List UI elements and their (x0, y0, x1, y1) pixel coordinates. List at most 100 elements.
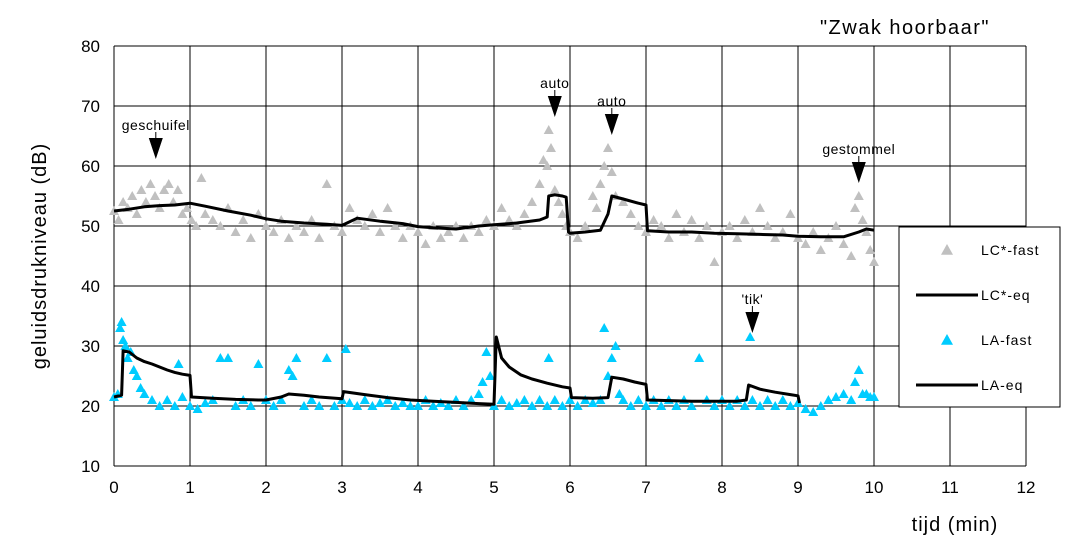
chart-title: "Zwak hoorbaar" (820, 17, 990, 39)
data-point (344, 398, 355, 407)
annotation-arrow (851, 162, 866, 183)
annotation-label: gestommel (822, 141, 895, 157)
data-point (831, 392, 841, 401)
annotations: geschuifel auto auto gestommel 'tik' (122, 75, 895, 333)
data-point (504, 401, 515, 410)
data-point (538, 155, 549, 164)
data-point (701, 221, 712, 230)
data-point (131, 371, 142, 380)
data-point (671, 209, 682, 218)
data-point (527, 401, 537, 410)
data-point (549, 395, 560, 404)
data-point (606, 353, 617, 362)
data-point (397, 398, 408, 407)
data-point (115, 323, 126, 332)
data-point (800, 404, 811, 413)
data-point (572, 401, 583, 410)
series-la-eq (113, 335, 801, 406)
data-point (405, 401, 416, 410)
data-point (542, 401, 553, 410)
data-point (656, 401, 667, 410)
data-point (543, 353, 554, 362)
data-point (306, 215, 317, 224)
data-point (686, 215, 697, 224)
data-point (443, 227, 454, 236)
data-point (496, 395, 507, 404)
data-point (519, 395, 530, 404)
data-point (694, 353, 705, 362)
data-point (245, 233, 256, 242)
annotation: auto (597, 93, 626, 135)
data-point (850, 377, 860, 386)
data-point (337, 227, 347, 236)
data-point (359, 395, 370, 404)
data-point (314, 233, 325, 242)
data-point (481, 215, 492, 224)
x-tick-label: 10 (865, 478, 884, 497)
data-point (553, 197, 564, 206)
data-point (694, 233, 705, 242)
data-point (709, 257, 720, 266)
legend-label: LA-eq (981, 377, 1023, 393)
annotation-label: geschuifel (122, 117, 190, 133)
data-point (215, 353, 226, 362)
data-point (543, 125, 554, 134)
data-point (135, 383, 146, 392)
x-tick-label: 12 (1017, 478, 1036, 497)
data-point (823, 395, 834, 404)
data-point (671, 401, 682, 410)
data-point (800, 239, 811, 248)
data-point (118, 197, 129, 206)
data-point (633, 221, 644, 230)
data-point (185, 401, 195, 410)
data-point (352, 401, 363, 410)
data-point (850, 203, 860, 212)
data-point (291, 353, 302, 362)
data-point (473, 227, 484, 236)
data-point (131, 209, 142, 218)
data-point (253, 359, 264, 368)
data-point (162, 395, 173, 404)
y-axis-title: geluidsdrukniveau (dB) (29, 143, 51, 370)
data-point (815, 401, 826, 410)
data-point (413, 401, 423, 410)
data-point (382, 395, 393, 404)
x-axis-title: tijd (min) (912, 514, 999, 536)
data-point (572, 233, 583, 242)
data-point (565, 395, 575, 404)
data-point (127, 191, 138, 200)
data-point (147, 395, 157, 404)
annotation-arrow (745, 312, 760, 333)
data-point (869, 257, 879, 266)
data-point (648, 215, 659, 224)
data-point (838, 239, 849, 248)
data-point (785, 209, 796, 218)
data-point (230, 227, 241, 236)
x-tick-label: 9 (793, 478, 802, 497)
x-tick-label: 4 (413, 478, 422, 497)
data-point (367, 209, 378, 218)
data-point (853, 365, 864, 374)
legend-item: LC*-fast (941, 242, 1039, 258)
data-point (595, 395, 606, 404)
data-point (785, 401, 796, 410)
data-point (755, 203, 765, 212)
data-point (724, 401, 735, 410)
data-point (163, 179, 174, 188)
x-tick-label: 7 (641, 478, 650, 497)
legend-marker (941, 334, 953, 345)
y-tick-label: 60 (81, 157, 100, 176)
legend-box (898, 226, 1061, 408)
data-point (299, 227, 309, 236)
data-point (762, 221, 773, 230)
data-point (770, 233, 781, 242)
y-tick-label: 70 (81, 97, 100, 116)
data-point (145, 179, 156, 188)
data-point (511, 221, 522, 230)
data-point (557, 401, 568, 410)
data-point (496, 203, 507, 212)
x-tick-label: 8 (717, 478, 726, 497)
data-point (777, 395, 788, 404)
data-point (122, 353, 133, 362)
x-tick-label: 11 (941, 478, 959, 497)
